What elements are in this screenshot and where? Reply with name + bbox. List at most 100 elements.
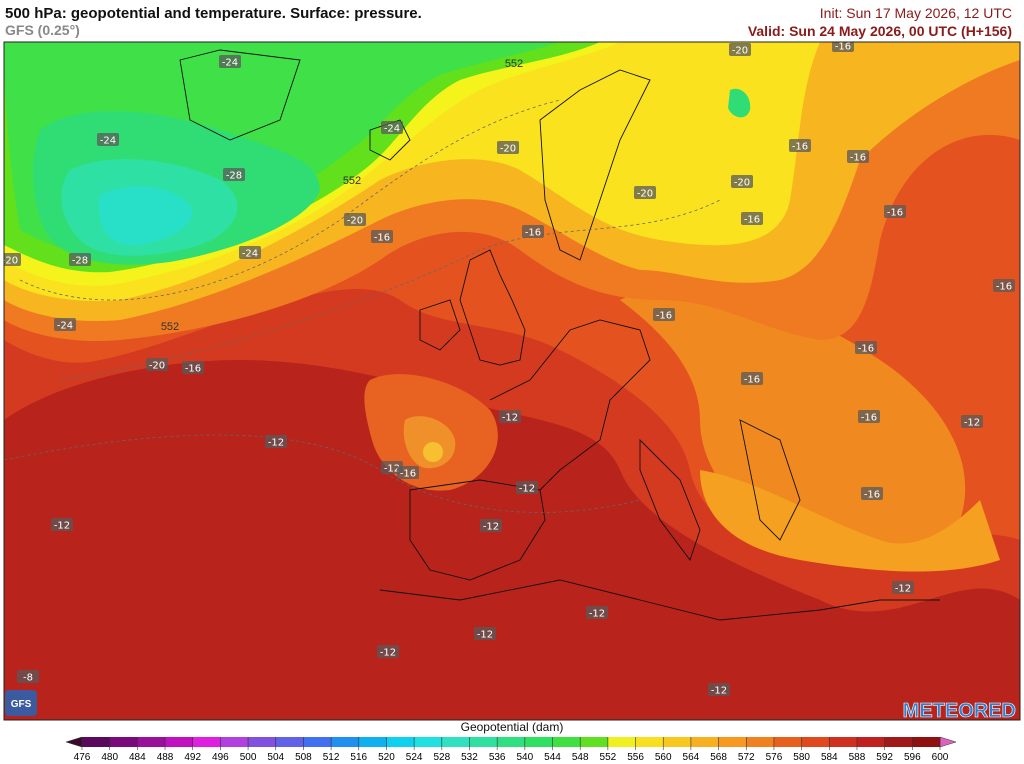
greenland	[179, 49, 301, 141]
colorbar: 476 480 484 488 492 496 500 504 508 512 516 520 524 5…	[65, 736, 957, 763]
contour-label: -16	[850, 153, 866, 164]
label-box	[855, 341, 877, 354]
contour-label: -16	[185, 364, 201, 375]
label-box	[832, 42, 854, 52]
contour-label: -16	[864, 490, 880, 501]
contour-label: -20	[500, 144, 516, 155]
colorbar-segment	[801, 737, 830, 747]
contour-label: -16	[996, 282, 1012, 293]
colorbar-tick-label: 544	[544, 752, 561, 763]
colorbar-tick-label: 512	[323, 752, 340, 763]
isoline	[59, 199, 721, 381]
label-box	[239, 246, 261, 259]
colorbar-segment	[469, 737, 498, 747]
ireland	[419, 299, 461, 351]
colorbar-tick-label: 504	[267, 752, 284, 763]
label-box	[499, 410, 521, 423]
label-box	[219, 55, 241, 68]
label-box	[884, 205, 906, 218]
colorbar-tick-label: 516	[350, 752, 367, 763]
contour-label: -16	[525, 228, 541, 239]
colorbar-tick-label: 488	[157, 752, 174, 763]
temperature-isolines	[4, 99, 721, 513]
contour-label: -12	[54, 521, 70, 532]
colorbar-tick-label: 476	[74, 752, 91, 763]
colorbar-segment	[137, 737, 166, 747]
label-box	[265, 435, 287, 448]
colorbar-tick-label: 500	[240, 752, 257, 763]
france-coast	[489, 319, 651, 491]
label-box	[858, 410, 880, 423]
colorbar-segment	[552, 737, 581, 747]
colorbar-segment	[331, 737, 360, 747]
label-box	[397, 466, 419, 479]
colorbar-tick-label: 596	[904, 752, 921, 763]
contour-label: -16	[858, 344, 874, 355]
colorbar-segment	[829, 737, 858, 747]
isoline	[19, 99, 561, 301]
colorbar-segment	[248, 737, 277, 747]
colorbar-tick-label: 520	[378, 752, 395, 763]
colorbar-tick-label: 540	[516, 752, 533, 763]
contour-label: -12	[483, 522, 499, 533]
colorbar-tick-label: 492	[184, 752, 201, 763]
model-logo-bg	[5, 690, 37, 716]
contour-label: -20	[149, 361, 165, 372]
colorbar-tick-label: 480	[101, 752, 118, 763]
colorbar-tick-label: 484	[129, 752, 146, 763]
colorbar-segment	[912, 737, 941, 747]
label-box	[381, 121, 403, 134]
label-box	[97, 133, 119, 146]
label-box	[634, 186, 656, 199]
colorbar-segment	[386, 737, 415, 747]
label-box	[731, 175, 753, 188]
contour-label: -12	[519, 484, 535, 495]
title: 500 hPa: geopotential and temperature. S…	[5, 5, 422, 22]
contour-label: -20	[347, 216, 363, 227]
colorbar-segment	[441, 737, 470, 747]
label-box	[847, 150, 869, 163]
label-box	[729, 43, 751, 56]
contour-label: -8	[23, 673, 33, 684]
contour-label: -28	[226, 171, 242, 182]
contour-label: -16	[835, 42, 851, 53]
contour-label: -12	[895, 584, 911, 595]
contour-label: -12	[477, 630, 493, 641]
colorbar-tick-label: 548	[572, 752, 589, 763]
contour-label: -12	[384, 464, 400, 475]
colorbar-segment	[303, 737, 332, 747]
colorbar-tick-label: 496	[212, 752, 229, 763]
contour-label: -16	[400, 469, 416, 480]
contour-label: -28	[72, 256, 88, 267]
colorbar-segment	[663, 737, 692, 747]
iberia	[409, 479, 546, 581]
contour-label: -20	[732, 46, 748, 57]
colorbar-tick-label: 508	[295, 752, 312, 763]
scandinavia	[539, 69, 651, 261]
colorbar-tick-label: 556	[627, 752, 644, 763]
map: -24-24-24-28-24-28-20-24-20-16 -16-20-16-…	[4, 42, 1020, 720]
cold-spot	[728, 88, 751, 118]
contour-label: -12	[380, 648, 396, 659]
height-label: 552	[505, 58, 523, 70]
label-box	[892, 581, 914, 594]
model-logo: GFS	[11, 699, 32, 710]
contour-label: -12	[964, 418, 980, 429]
contour-label: -12	[502, 413, 518, 424]
brand-logo: METEORED	[903, 700, 1016, 722]
field-cutoff-center	[423, 442, 443, 462]
contour-label: -16	[744, 375, 760, 386]
colorbar-tick-label: 576	[766, 752, 783, 763]
colorbar-tick-label: 528	[433, 752, 450, 763]
contour-label: -12	[268, 438, 284, 449]
label-box	[344, 213, 366, 226]
label-box	[474, 627, 496, 640]
colorbar-segment	[165, 737, 194, 747]
label-box	[480, 519, 502, 532]
colorbar-segment	[718, 737, 747, 747]
colorbar-segment	[414, 737, 443, 747]
colorbar-segment	[580, 737, 609, 747]
colorbar-segment	[82, 737, 111, 747]
